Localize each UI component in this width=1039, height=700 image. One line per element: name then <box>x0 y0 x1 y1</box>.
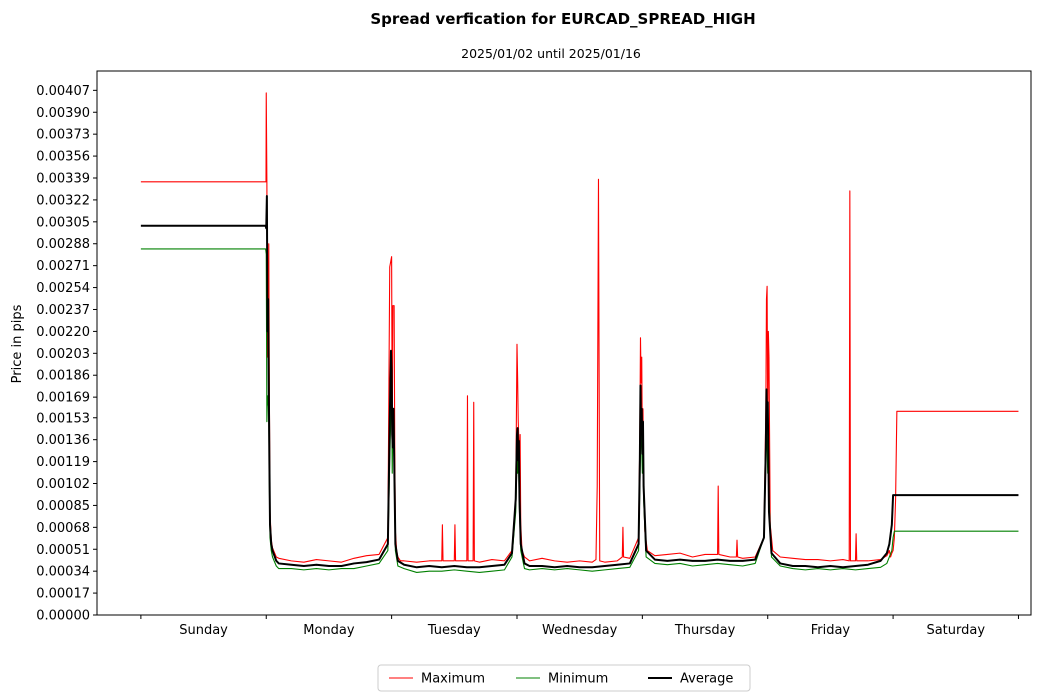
y-tick-label: 0.00407 <box>36 84 90 99</box>
legend-label-minimum: Minimum <box>548 672 608 687</box>
y-axis-label: Price in pips <box>10 304 25 383</box>
y-tick-label: 0.00237 <box>36 303 90 318</box>
y-tick-label: 0.00305 <box>36 215 90 230</box>
y-tick-label: 0.00068 <box>36 521 90 536</box>
legend-label-maximum: Maximum <box>421 672 485 687</box>
x-tick-label-monday: Monday <box>303 623 355 638</box>
y-tick-label: 0.00220 <box>36 325 90 340</box>
series-line-minimum <box>140 248 1019 574</box>
y-tick-label: 0.00322 <box>36 193 90 208</box>
y-tick-label: 0.00203 <box>36 347 90 362</box>
series-layer <box>140 92 1019 574</box>
x-tick-label-sunday: Sunday <box>179 623 228 638</box>
y-tick-label: 0.00288 <box>36 237 90 252</box>
x-tick-label-wednesday: Wednesday <box>542 623 618 638</box>
legend: Maximum Minimum Average <box>377 664 751 692</box>
legend-frame <box>377 664 751 692</box>
x-tick-label-tuesday: Tuesday <box>427 623 481 638</box>
y-tick-label: 0.00085 <box>36 499 90 514</box>
y-tick-label: 0.00102 <box>36 477 90 492</box>
y-tick-label: 0.00153 <box>36 411 90 426</box>
chart-title: Spread verfication for EURCAD_SPREAD_HIG… <box>370 10 755 28</box>
y-tick-label: 0.00254 <box>36 281 90 296</box>
x-tick-label-saturday: Saturday <box>926 623 985 638</box>
y-tick-label: 0.00339 <box>36 171 90 186</box>
y-tick-label: 0.00169 <box>36 391 90 406</box>
y-tick-label: 0.00186 <box>36 369 90 384</box>
y-tick-label: 0.00000 <box>36 609 90 624</box>
y-tick-label: 0.00271 <box>36 259 90 274</box>
y-tick-label: 0.00136 <box>36 433 90 448</box>
series-line-average <box>140 195 1019 569</box>
plot-area-frame <box>96 70 1032 616</box>
series-line-maximum <box>140 92 1019 563</box>
y-axis: 0.00000 0.00017 0.00034 0.00051 0.00068 0.000… <box>36 84 97 624</box>
y-tick-label: 0.00373 <box>36 128 90 143</box>
y-tick-label: 0.00119 <box>36 455 90 470</box>
y-tick-label: 0.00390 <box>36 106 90 121</box>
x-tick-label-thursday: Thursday <box>674 623 736 638</box>
x-axis: Sunday Monday Tuesday Wednesday Thursday Frid… <box>140 615 1019 638</box>
legend-label-average: Average <box>680 672 733 687</box>
y-tick-label: 0.00017 <box>36 587 90 602</box>
x-tick-label-friday: Friday <box>811 623 851 638</box>
y-tick-label: 0.00356 <box>36 150 90 165</box>
y-tick-label: 0.00051 <box>36 543 90 558</box>
chart-subtitle: 2025/01/02 until 2025/01/16 <box>461 46 641 61</box>
y-tick-label: 0.00034 <box>36 565 90 580</box>
